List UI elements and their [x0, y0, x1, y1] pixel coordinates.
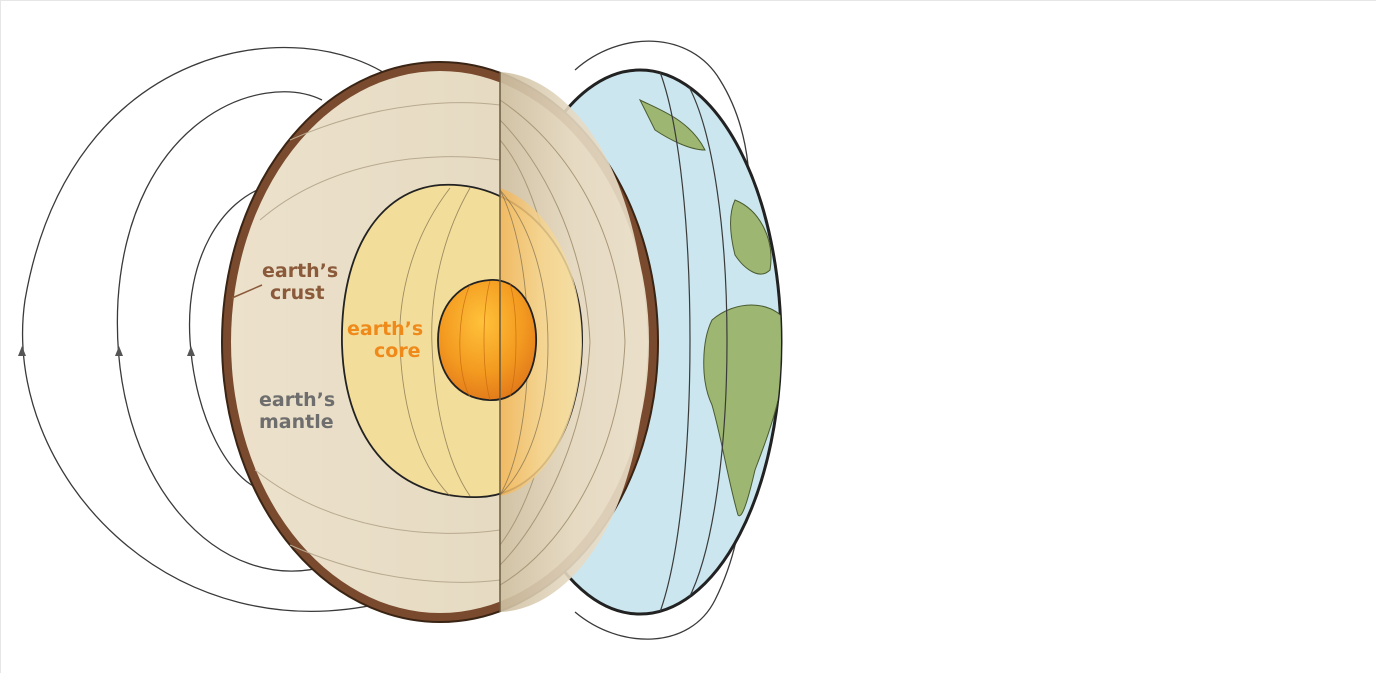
- labels: earth’s crust earth’s core earth’s mantl…: [259, 260, 430, 433]
- land-north: [638, 98, 706, 151]
- arrow-up-icon: [18, 346, 26, 356]
- land-africa: [703, 304, 781, 517]
- core-label: earth’s core: [347, 318, 430, 362]
- crust-pointer-line: [231, 284, 263, 299]
- mantle-label-line1: earth’s: [259, 389, 335, 411]
- crust-label: earth’s crust: [262, 260, 345, 304]
- core-label-line2: core: [374, 340, 421, 362]
- arrow-up-icon: [187, 346, 195, 356]
- mantle-label: earth’s mantle: [259, 389, 342, 433]
- inner-core-layer: [437, 279, 537, 401]
- crust-label-line1: earth’s: [262, 260, 338, 282]
- crust-label-line2: crust: [270, 282, 325, 304]
- field-line-inner: [188, 184, 271, 491]
- field-line-middle: [116, 91, 331, 572]
- field-line-outer: [21, 46, 396, 612]
- mantle-label-line2: mantle: [259, 411, 334, 433]
- cross-section: [221, 61, 659, 623]
- arrow-up-icon: [115, 346, 123, 356]
- core-label-line1: earth’s: [347, 318, 423, 340]
- land-europe: [730, 199, 772, 275]
